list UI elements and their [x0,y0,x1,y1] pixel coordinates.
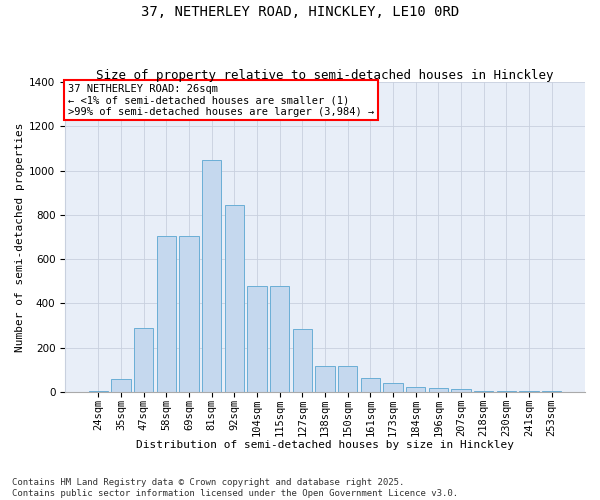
Text: 37, NETHERLEY ROAD, HINCKLEY, LE10 0RD: 37, NETHERLEY ROAD, HINCKLEY, LE10 0RD [141,5,459,19]
Bar [247,286,267,392]
Bar [157,236,176,392]
Bar [316,366,335,392]
Bar [225,205,244,392]
Bar [202,160,221,392]
Bar [270,286,289,392]
Text: Contains HM Land Registry data © Crown copyright and database right 2025.
Contai: Contains HM Land Registry data © Crown c… [12,478,458,498]
Y-axis label: Number of semi-detached properties: Number of semi-detached properties [15,122,25,352]
Bar [112,379,131,392]
Bar [429,388,448,392]
Bar [474,390,493,392]
Bar [134,328,154,392]
Bar [361,378,380,392]
Bar [338,366,358,392]
Bar [179,236,199,392]
Bar [89,391,108,392]
Text: 37 NETHERLEY ROAD: 26sqm
← <1% of semi-detached houses are smaller (1)
>99% of s: 37 NETHERLEY ROAD: 26sqm ← <1% of semi-d… [68,84,374,117]
X-axis label: Distribution of semi-detached houses by size in Hinckley: Distribution of semi-detached houses by … [136,440,514,450]
Title: Size of property relative to semi-detached houses in Hinckley: Size of property relative to semi-detach… [97,69,554,82]
Bar [406,386,425,392]
Bar [451,390,471,392]
Bar [293,329,312,392]
Bar [383,383,403,392]
Bar [497,391,516,392]
